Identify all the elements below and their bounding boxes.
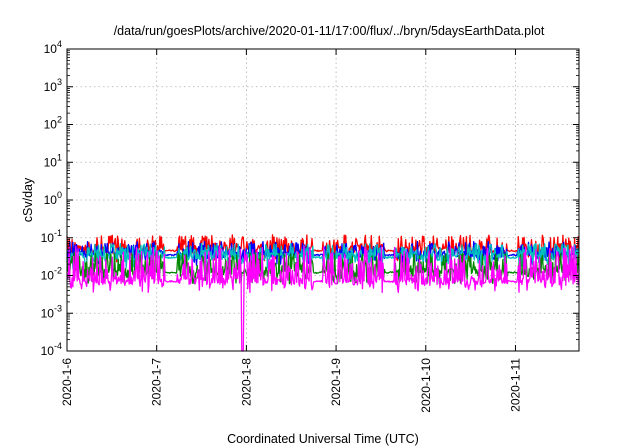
y-tick-label: 10-3: [41, 303, 62, 320]
y-tick-label: 103: [44, 77, 62, 94]
y-tick-label: 10-4: [41, 341, 62, 358]
y-tick-label: 10-2: [41, 266, 62, 283]
x-axis-label: Coordinated Universal Time (UTC): [227, 432, 419, 446]
grid-lines: [67, 49, 579, 351]
x-tick-label: 2020-1-9: [329, 358, 343, 406]
series-line-1: [66, 234, 580, 263]
x-tick-label: 2020-1-11: [508, 358, 522, 412]
plot-frame: [66, 48, 580, 352]
y-axis-label: cSv/day: [21, 177, 35, 222]
x-tick-label: 2020-1-7: [150, 358, 164, 406]
x-tick-label: 2020-1-10: [419, 358, 433, 413]
y-tick-label: 102: [44, 115, 62, 132]
series-group: [66, 234, 580, 352]
x-axis-ticks: 2020-1-6 2020-1-7 2020-1-8 2020-1-9 2020-1-1…: [60, 49, 522, 413]
y-tick-label: 10-1: [41, 228, 62, 245]
chart-title: /data/run/goesPlots/archive/2020-01-11/1…: [114, 24, 545, 38]
series-line-5: [66, 245, 580, 352]
x-tick-label: 2020-1-6: [60, 358, 74, 406]
y-tick-label: 101: [44, 152, 62, 169]
y-tick-label: 104: [44, 39, 62, 56]
x-tick-label: 2020-1-8: [239, 358, 253, 406]
y-tick-label: 100: [44, 190, 62, 207]
